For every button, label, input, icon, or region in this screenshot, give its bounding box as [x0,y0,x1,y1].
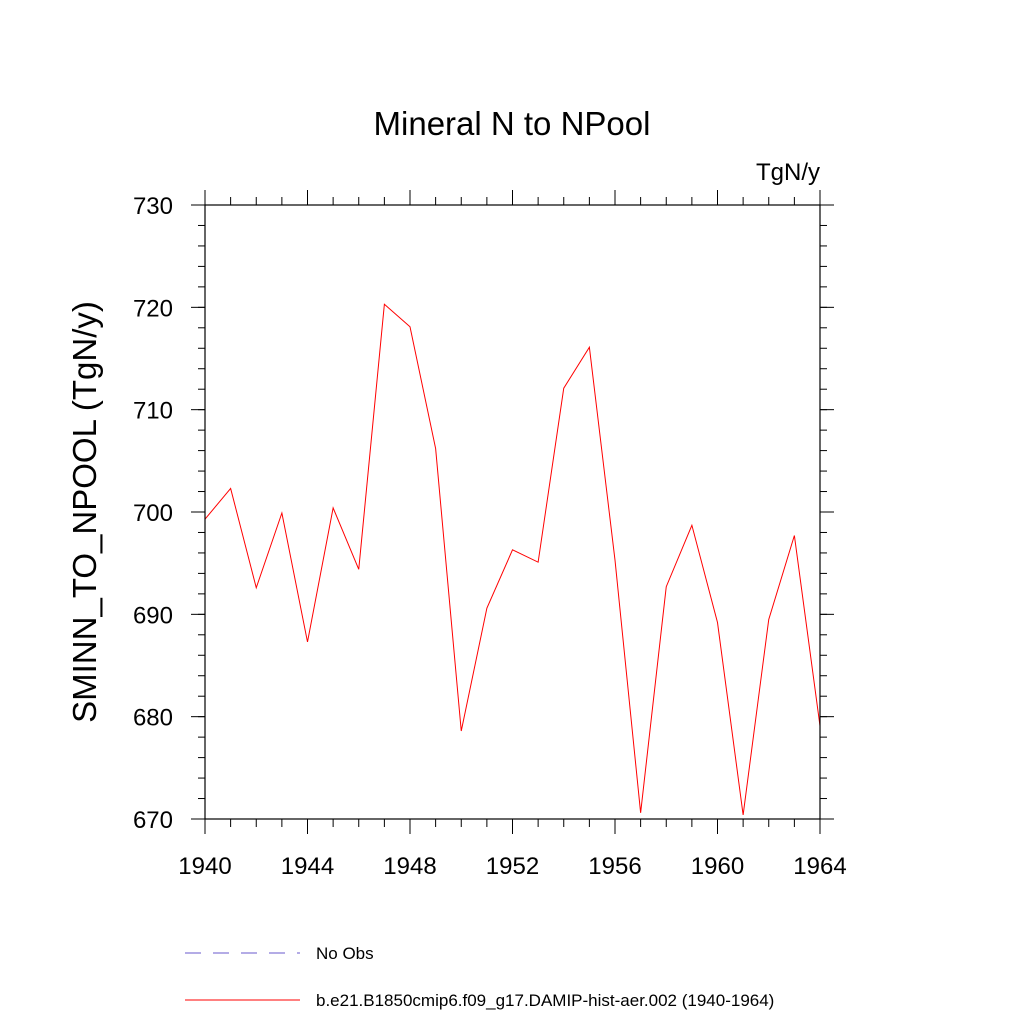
series-line [204,303,821,815]
y-tick-label: 700 [133,500,173,527]
axis-ticks [191,190,834,834]
y-axis-label: SMINN_TO_NPOOL (TgN/y) [66,301,103,723]
x-tick-label: 1948 [383,853,436,880]
y-tick-label: 720 [133,295,173,322]
x-tick-label: 1964 [793,853,846,880]
series-layer [204,303,821,815]
x-tick-label: 1944 [281,853,334,880]
x-tick-label: 1960 [691,853,744,880]
units-label: TgN/y [756,159,820,186]
x-tick-label: 1956 [588,853,641,880]
y-tick-label: 690 [133,602,173,629]
x-tick-label: 1952 [486,853,539,880]
chart-title: Mineral N to NPool [374,105,651,142]
legend-label-no-obs: No Obs [316,944,374,963]
legend: No Obs b.e21.B1850cmip6.f09_g17.DAMIP-hi… [185,944,774,1010]
y-tick-label: 680 [133,705,173,732]
legend-label-model-run: b.e21.B1850cmip6.f09_g17.DAMIP-hist-aer.… [316,991,774,1010]
y-tick-label: 730 [133,193,173,220]
tick-labels: 1940 1944 1948 1952 1956 1960 1964 670 680 690 700… [133,193,847,880]
y-tick-label: 710 [133,398,173,425]
plot-frame [204,204,821,820]
x-tick-label: 1940 [178,853,231,880]
y-tick-label: 670 [133,807,173,834]
